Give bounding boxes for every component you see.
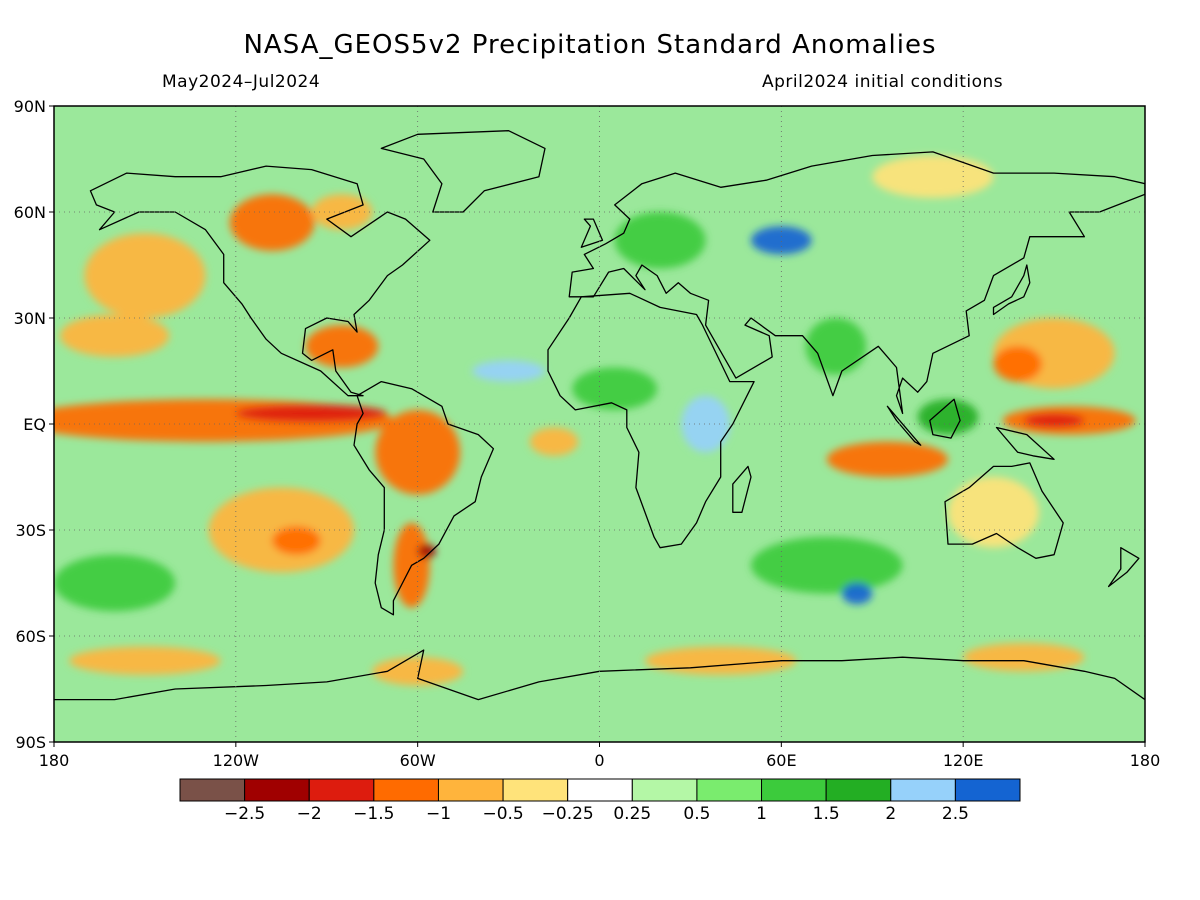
colorbar-swatch [373,778,439,802]
map-title: NASA_GEOS5v2 Precipitation Standard Anom… [243,30,936,60]
africa-coast [547,292,755,549]
lon-tick-label: 120W [213,751,260,770]
map-panel [53,105,1146,743]
canada-dry [229,194,315,251]
amazon-dry [375,409,461,495]
hudson-dry [311,194,373,230]
lat-tick-label: 60N [14,203,46,222]
colorbar-label: −2 [297,804,322,824]
southern-ocean-pacific-dry [69,646,221,675]
colorbar-swatch [890,778,956,802]
sumatra-coast [886,405,922,446]
colorbar-label: −1.5 [353,804,394,824]
colorbar-label: 0.25 [613,804,651,824]
colorbar: −2.5 −2 −1.5 −1 −0.5 −0.25 0.25 0.5 1 1.5 2 2.5 [179,778,1021,824]
initial-conditions: April2024 initial conditions [762,72,1003,92]
colorbar-swatch [631,778,698,802]
colorbar-label: −1 [426,804,451,824]
gridlines [54,106,1145,742]
australia-coast [944,462,1064,559]
antarctica-coast [54,649,1145,701]
west-pacific-dry-core [1023,413,1085,428]
argentina-dry-core [417,544,436,559]
eurasia-coast [568,151,1145,415]
australia-dry [948,477,1039,548]
colorbar-label: −0.5 [482,804,523,824]
colorbar-label: 1 [756,804,767,824]
russia-arctic-dry [872,155,994,198]
lat-tick-label: 90S [15,733,46,752]
colorbar-swatch [567,778,633,802]
colorbar-swatch [696,778,763,802]
southern-ocean-australia-dry [963,643,1085,672]
east-africa-wet [681,395,730,453]
greenland-coast [380,130,546,213]
atlantic-itcz-wet [472,360,545,382]
east-pacific-dry-core [235,404,388,423]
northeast-pacific-dry [84,233,206,318]
british-isles-coast [580,218,604,248]
japan-coast [992,264,1031,316]
india-wet [805,318,867,375]
central-asia-wet [751,226,812,255]
longitude-axis: 180 120W 60W 0 60E 120E 180 [39,742,1161,770]
lon-tick-label: 60W [400,751,436,770]
lat-tick-label: 30S [15,521,46,540]
madagascar-coast [732,465,752,513]
colorbar-swatch [502,778,569,802]
colorbar-swatch [825,778,892,802]
coastlines [54,130,1145,701]
lon-tick-label: 180 [39,751,70,770]
forecast-period: May2024–Jul2024 [162,72,320,92]
south-atlantic-dry [529,427,579,456]
south-indian-ocean-wet [751,537,903,594]
lon-tick-label: 0 [594,751,604,770]
south-america-coast [353,380,495,616]
anomaly-field [54,155,1136,686]
colorbar-swatch [954,778,1021,802]
colorbar-label: 2 [885,804,896,824]
colorbar-label: −0.25 [542,804,594,824]
southern-ocean-wet [841,583,873,605]
lon-tick-label: 60E [766,751,796,770]
philippine-sea-dry [993,346,1042,382]
latitude-axis: 90N 60N 30N EQ 30S 60S 90S [14,97,54,752]
colorbar-label: 0.5 [683,804,710,824]
new-zealand-coast [1107,547,1140,588]
lon-tick-label: 120E [943,751,984,770]
southeast-pacific-dry-core [272,526,321,555]
lon-tick-label: 180 [1130,751,1161,770]
lat-tick-label: 60S [15,627,46,646]
colorbar-label: 2.5 [942,804,969,824]
colorbar-swatch [761,778,827,802]
gulf-of-mexico-dry [305,325,379,368]
south-pacific-wet [54,554,176,612]
colorbar-swatch [308,778,375,802]
colorbar-label: 1.5 [813,804,840,824]
colorbar-label: −2.5 [224,804,265,824]
lat-tick-label: EQ [23,415,46,434]
borneo-coast [929,398,961,439]
colorbar-swatch [437,778,504,802]
indian-ocean-dry [826,441,949,477]
lat-tick-label: 90N [14,97,46,116]
north-pacific-dry-band [60,314,170,357]
maritime-continent-wet [917,399,979,435]
colorbar-swatch [179,778,246,802]
europe-wet [614,212,706,269]
north-america-coast [89,165,431,397]
colorbar-swatch [244,778,310,802]
lat-tick-label: 30N [14,309,46,328]
new-guinea-coast [995,426,1055,460]
west-africa-wet [572,367,658,410]
